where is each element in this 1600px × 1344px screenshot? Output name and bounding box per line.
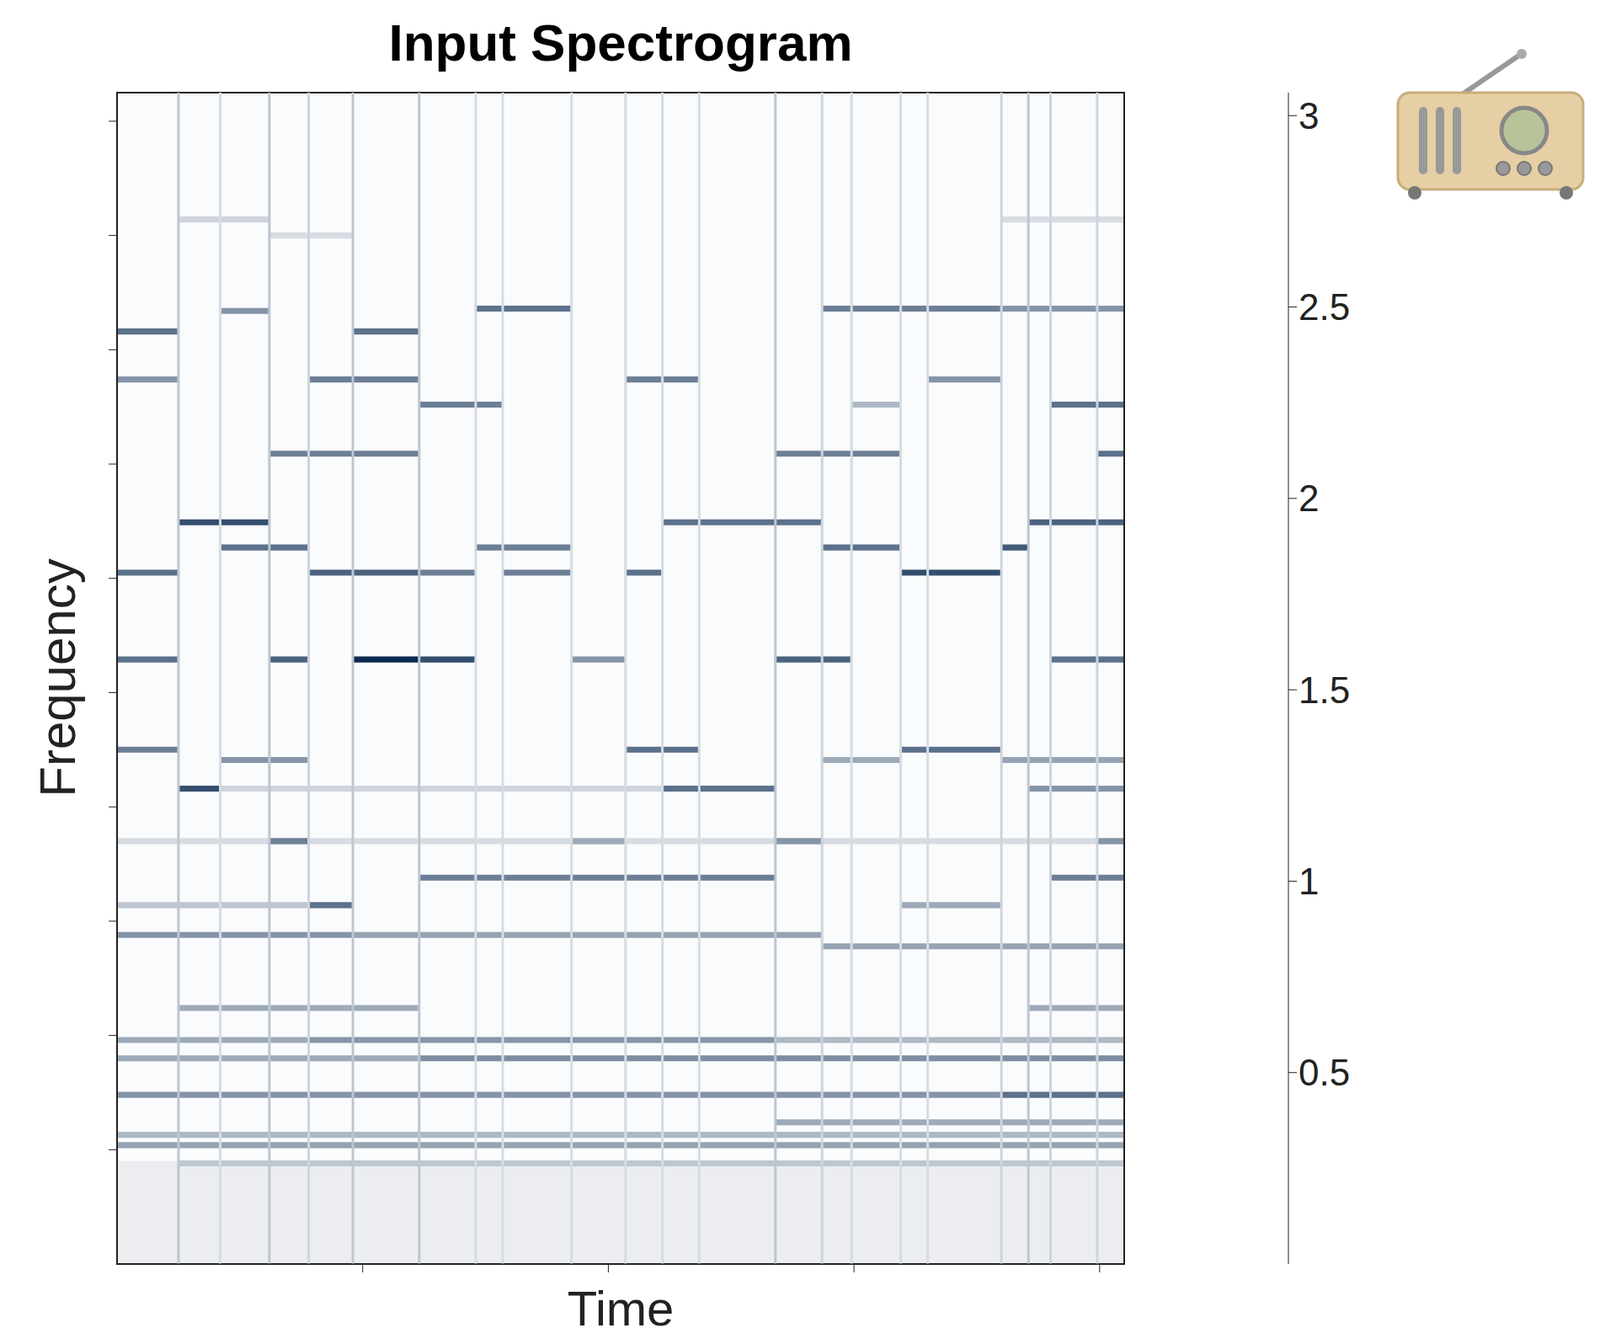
html-text:Time: Time [567,1280,675,1336]
svg-text:1.5: 1.5 [1298,669,1350,711]
svg-text:3: 3 [1298,95,1319,137]
html-text:Input Spectrogram: Input Spectrogram [388,13,853,72]
html-text:Frequency: Frequency [29,558,86,798]
svg-text:2: 2 [1298,477,1319,519]
svg-text:0.5: 0.5 [1298,1051,1350,1094]
svg-text:2.5: 2.5 [1298,286,1350,328]
svg-text:1: 1 [1298,860,1319,902]
